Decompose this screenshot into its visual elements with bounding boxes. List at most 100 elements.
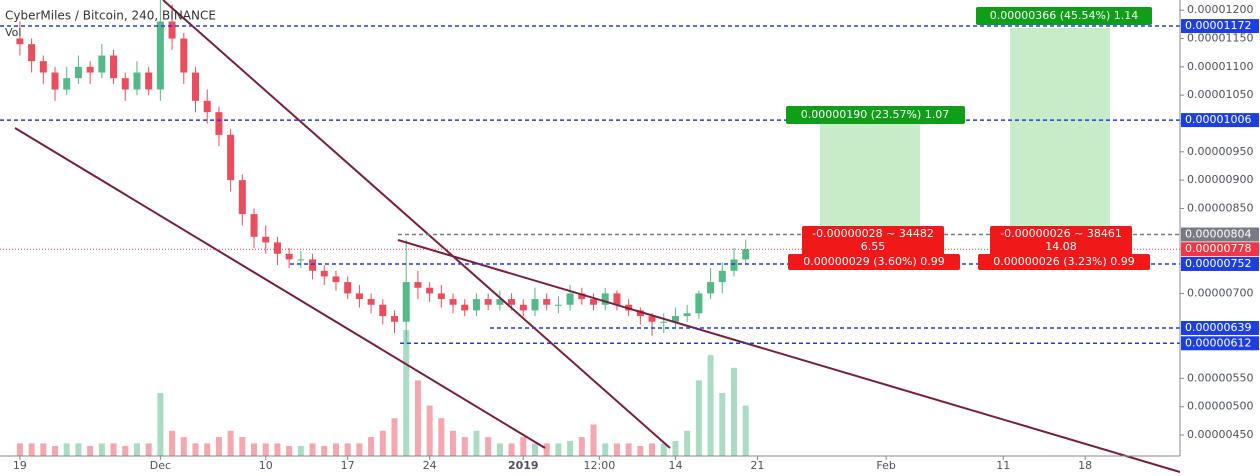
x-tick-label: 2019 xyxy=(508,459,539,472)
x-tick-label: 11 xyxy=(996,459,1010,472)
candle-body xyxy=(484,299,492,305)
candle-body xyxy=(297,259,305,261)
volume-bar xyxy=(672,440,679,456)
candle-body xyxy=(16,38,24,45)
candle-body xyxy=(51,72,59,90)
volume-bar xyxy=(684,430,691,456)
volume-bar xyxy=(496,443,503,456)
volume-bar xyxy=(590,424,597,456)
candle-body xyxy=(671,316,679,322)
volume-bar xyxy=(28,443,35,456)
candle-body xyxy=(660,321,668,323)
price-tag-label: 0.00001172 xyxy=(1185,19,1251,32)
candle-body xyxy=(309,259,317,271)
stop-label: 6.55 xyxy=(861,240,886,253)
volume-bar xyxy=(637,445,644,456)
volume-bar xyxy=(332,443,339,456)
y-tick-label: 0.00000700 xyxy=(1187,286,1253,299)
stop-label: 0.00000029 (3.60%) 0.99 xyxy=(803,255,945,268)
candle-body xyxy=(121,78,129,90)
candle-body xyxy=(227,134,235,181)
candle-body xyxy=(86,66,94,73)
volume-bar xyxy=(262,443,269,456)
price-tag-label: 0.00000752 xyxy=(1185,257,1251,270)
candle-body xyxy=(250,214,258,237)
volume-label: Vol xyxy=(5,26,21,39)
candle-body xyxy=(508,299,516,305)
candle-body xyxy=(320,270,328,277)
y-tick-label: 0.00000550 xyxy=(1187,371,1253,384)
y-tick-label: 0.00001200 xyxy=(1187,3,1253,16)
volume-bar xyxy=(625,443,632,456)
candle-body xyxy=(695,293,703,314)
volume-bar xyxy=(391,418,398,456)
volume-bar xyxy=(473,430,480,456)
candle-body xyxy=(262,236,270,243)
volume-bar xyxy=(602,443,609,456)
y-tick-label: 0.00000500 xyxy=(1187,400,1253,413)
x-tick-label: 19 xyxy=(13,459,27,472)
x-tick-label: 21 xyxy=(750,459,764,472)
trend-lines xyxy=(14,0,1181,473)
stop-box xyxy=(990,226,1132,255)
price-tag-label: 0.00001006 xyxy=(1185,113,1251,126)
candle-body xyxy=(168,21,176,39)
volume-bar xyxy=(695,380,702,456)
volume-bar xyxy=(368,437,375,456)
price-tag-label: 0.00000639 xyxy=(1185,321,1251,334)
volume-bar xyxy=(520,437,527,456)
y-tick-label: 0.00001100 xyxy=(1187,60,1253,73)
candle-body xyxy=(683,313,691,317)
candle-body xyxy=(707,282,715,294)
volume-bar xyxy=(356,443,363,456)
volume-bar xyxy=(543,443,550,456)
candle-body xyxy=(449,299,457,305)
x-tick-label: 18 xyxy=(1078,459,1092,472)
candle-body xyxy=(379,304,387,317)
target-box xyxy=(786,106,965,124)
x-tick-label: 14 xyxy=(668,459,682,472)
volume-bar xyxy=(98,443,105,456)
price-tag xyxy=(1181,242,1259,257)
candle-body xyxy=(613,293,621,305)
stop-label: -0.00000028 ~ 34482 xyxy=(812,227,934,240)
volume-bar xyxy=(578,437,585,456)
volume-bar xyxy=(649,443,656,456)
volume-bar xyxy=(251,443,258,456)
price-tag xyxy=(1181,227,1259,242)
y-tick-label: 0.00001150 xyxy=(1187,32,1253,45)
profit-zone xyxy=(820,120,920,233)
candle-body xyxy=(472,299,480,311)
y-tick-label: 0.00001050 xyxy=(1187,88,1253,101)
volume-bar xyxy=(344,443,351,456)
y-tick-label: 0.00000450 xyxy=(1187,428,1253,441)
volume-bar xyxy=(309,443,316,456)
volume-bar xyxy=(157,393,164,456)
volume-bar xyxy=(379,430,386,456)
price-tag-label: 0.00000804 xyxy=(1185,228,1251,241)
candle-body xyxy=(519,304,527,311)
volume-bar xyxy=(204,443,211,456)
volume-bar xyxy=(110,443,117,456)
price-tag xyxy=(1181,320,1259,335)
trend-line xyxy=(14,127,546,449)
candle-body xyxy=(39,61,47,73)
candle-body xyxy=(531,299,539,311)
volume-bar xyxy=(192,443,199,456)
candle-body xyxy=(402,282,410,322)
volume-bar xyxy=(169,430,176,456)
candle-body xyxy=(74,66,82,79)
volume-bar xyxy=(133,443,140,456)
plot xyxy=(16,0,750,456)
volume-bar xyxy=(660,443,667,456)
target-label: 0.00000190 (23.57%) 1.07 xyxy=(801,108,950,121)
candle-body xyxy=(590,299,598,305)
trend-line xyxy=(397,239,1181,473)
volume-bar xyxy=(719,393,726,456)
volume-bar xyxy=(122,445,129,456)
volume-bar xyxy=(730,367,737,456)
candle-body xyxy=(391,316,399,322)
volume-bar xyxy=(145,443,152,456)
candle-body xyxy=(145,72,153,90)
candle-body xyxy=(355,293,363,300)
